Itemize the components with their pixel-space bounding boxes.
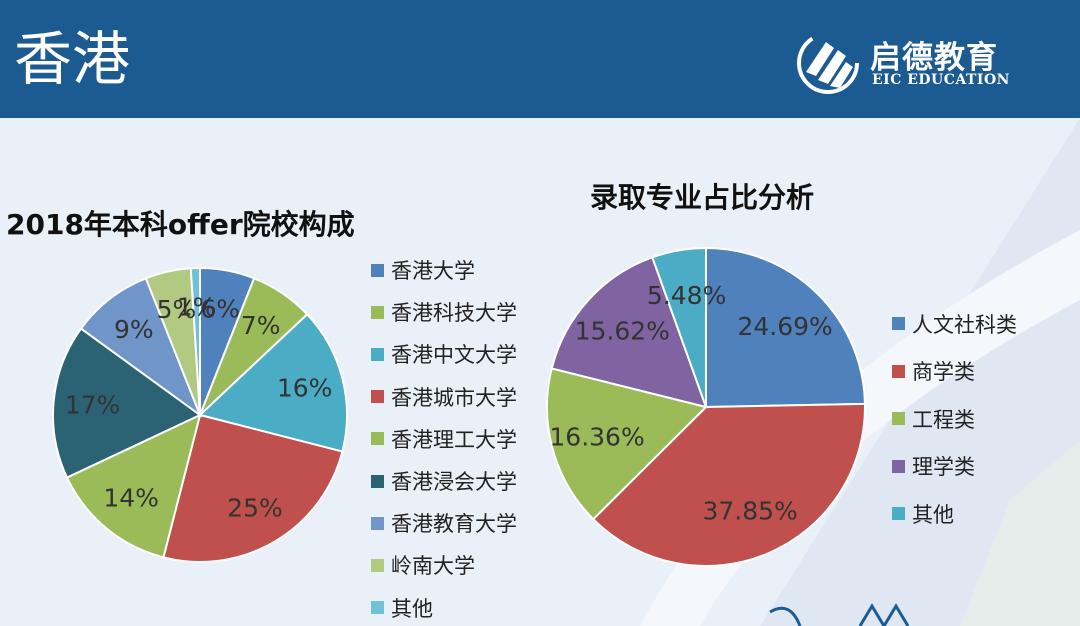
- pie-data-label-1: 6%: [200, 294, 240, 323]
- pie-data-label-5: 14%: [103, 484, 159, 513]
- legend-swatch: [371, 432, 384, 446]
- legend-swatch: [892, 459, 905, 473]
- legend-item: 香港浸会大学: [371, 460, 517, 502]
- legend-label: 香港教育大学: [391, 512, 517, 537]
- legend-label: 理学类: [912, 455, 975, 480]
- legend-swatch: [371, 516, 384, 530]
- pie-data-label-4: 25%: [227, 493, 283, 522]
- legend-label: 其他: [391, 596, 433, 621]
- pie-slice-2: [591, 402, 866, 567]
- legend-item: 商学类: [892, 348, 1017, 396]
- legend-swatch: [371, 558, 384, 572]
- pie-data-label-6: 17%: [65, 390, 121, 419]
- pie-data-label-7: 9%: [114, 315, 154, 344]
- chart2-legend: 人文社科类商学类工程类理学类其他: [892, 300, 1017, 538]
- pie-data-label-4: 15.62%: [575, 317, 670, 346]
- pie-slice-5: [651, 246, 707, 408]
- legend-item: 香港大学: [371, 249, 517, 291]
- brand-name-cn: 启德教育: [870, 40, 998, 76]
- legend-label: 人文社科类: [912, 312, 1017, 337]
- pie-slice-4: [162, 413, 344, 563]
- pie-slice-6: [52, 327, 202, 479]
- pie-data-label-5: 5.48%: [647, 281, 726, 310]
- pie-slice-1: [705, 246, 866, 409]
- legend-label: 香港理工大学: [391, 427, 517, 452]
- legend-swatch: [371, 305, 384, 319]
- legend-item: 香港城市大学: [371, 376, 517, 418]
- pie-data-label-8: 5%: [157, 295, 197, 324]
- legend-item: 香港中文大学: [371, 333, 517, 375]
- legend-label: 商学类: [912, 360, 975, 385]
- pie-data-label-2: 37.85%: [702, 497, 797, 526]
- legend-item: 香港教育大学: [371, 502, 517, 544]
- pie-slice-3: [197, 312, 348, 453]
- header-bar: 香港 启德教育 EIC EDUCATION: [0, 0, 1080, 118]
- legend-item: 理学类: [892, 443, 1017, 491]
- legend-label: 香港大学: [391, 259, 475, 284]
- pie-slice-7: [79, 277, 203, 418]
- legend-item: 香港理工大学: [371, 418, 517, 460]
- legend-item: 岭南大学: [371, 544, 517, 586]
- page-title: 香港: [14, 25, 131, 93]
- pie-data-label-1: 24.69%: [737, 312, 832, 341]
- pie-slice-4: [550, 256, 708, 409]
- legend-swatch: [371, 390, 384, 404]
- legend-item: 人文社科类: [892, 300, 1017, 348]
- legend-item: 其他: [892, 490, 1017, 538]
- legend-swatch: [892, 317, 905, 331]
- legend-swatch: [892, 412, 905, 426]
- chart1-legend: 香港大学香港科技大学 香港中文大学 香港城市大学 香港理工大学 香港浸会大学 香港教育大学…: [371, 249, 517, 626]
- legend-item: 其他: [371, 587, 517, 626]
- pie-slice-9: [189, 266, 201, 416]
- legend-label: 其他: [912, 502, 954, 527]
- legend-label: 香港科技大学: [391, 301, 517, 326]
- legend-item: 工程类: [892, 395, 1017, 443]
- legend-label: 香港浸会大学: [391, 470, 517, 495]
- chart1-title: 2018年本科offer院校构成: [6, 208, 355, 241]
- pie-data-label-3: 16%: [277, 374, 333, 403]
- pie-data-label-2: 7%: [241, 311, 281, 340]
- legend-label: 香港城市大学: [391, 385, 517, 410]
- pie-data-label-9: 1%: [177, 293, 217, 322]
- pie-slice-3: [546, 367, 708, 521]
- legend-label: 工程类: [912, 407, 975, 432]
- legend-swatch: [371, 601, 384, 615]
- legend-label: 香港中文大学: [391, 343, 517, 368]
- legend-swatch: [892, 507, 905, 521]
- eic-logo-icon: [797, 32, 859, 94]
- legend-swatch: [371, 263, 384, 277]
- pie-slice-5: [65, 413, 202, 559]
- chart2-title: 录取专业占比分析: [590, 181, 815, 214]
- legend-item: 香港科技大学: [371, 291, 517, 333]
- legend-swatch: [371, 347, 384, 361]
- brand-name-en: EIC EDUCATION: [872, 72, 1010, 88]
- pie-data-label-3: 16.36%: [549, 423, 644, 452]
- legend-label: 岭南大学: [391, 554, 475, 579]
- legend-swatch: [371, 474, 384, 488]
- legend-swatch: [892, 364, 905, 378]
